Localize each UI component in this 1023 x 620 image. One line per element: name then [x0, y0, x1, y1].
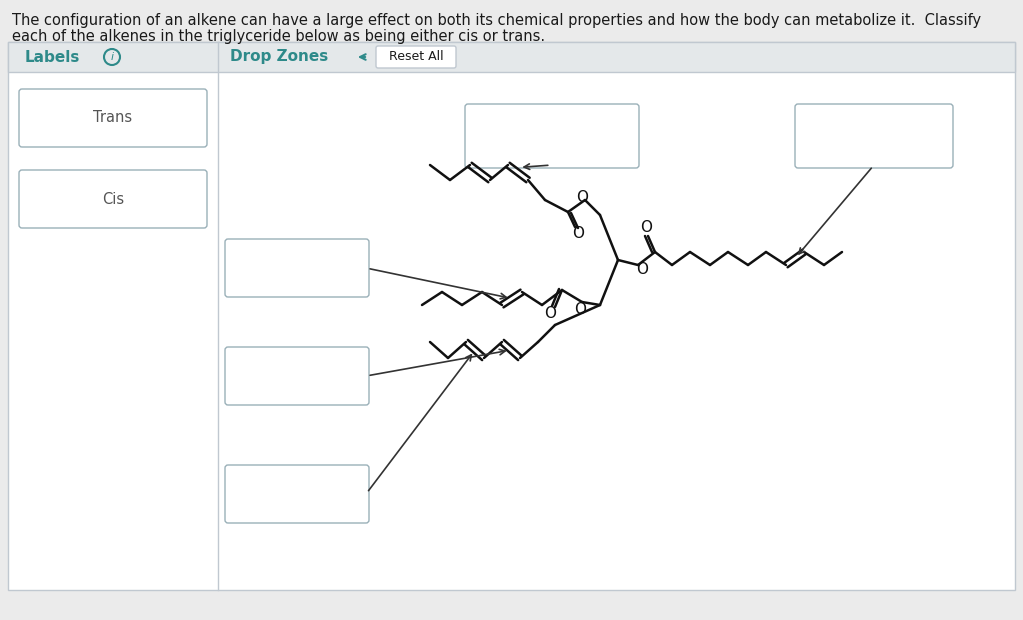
FancyBboxPatch shape — [225, 347, 369, 405]
Bar — [8, 42, 1015, 590]
FancyBboxPatch shape — [465, 104, 639, 168]
Text: The configuration of an alkene can have a large effect on both its chemical prop: The configuration of an alkene can have … — [12, 13, 981, 28]
Text: i: i — [110, 52, 114, 62]
FancyBboxPatch shape — [376, 46, 456, 68]
Text: Reset All: Reset All — [389, 50, 443, 63]
Text: O: O — [544, 306, 555, 322]
FancyBboxPatch shape — [19, 89, 207, 147]
Text: Cis: Cis — [102, 192, 124, 206]
Text: Drop Zones: Drop Zones — [230, 50, 328, 64]
Text: O: O — [636, 262, 648, 277]
FancyBboxPatch shape — [795, 104, 953, 168]
Text: O: O — [640, 221, 652, 236]
FancyBboxPatch shape — [225, 239, 369, 297]
FancyBboxPatch shape — [225, 465, 369, 523]
Text: O: O — [576, 190, 588, 205]
Text: each of the alkenes in the triglyceride below as being either cis or trans.: each of the alkenes in the triglyceride … — [12, 29, 545, 44]
Text: Labels: Labels — [25, 50, 81, 64]
Text: O: O — [572, 226, 584, 242]
Text: Trans: Trans — [93, 110, 133, 125]
FancyBboxPatch shape — [19, 170, 207, 228]
Bar — [8, 42, 1015, 72]
Text: O: O — [574, 303, 586, 317]
